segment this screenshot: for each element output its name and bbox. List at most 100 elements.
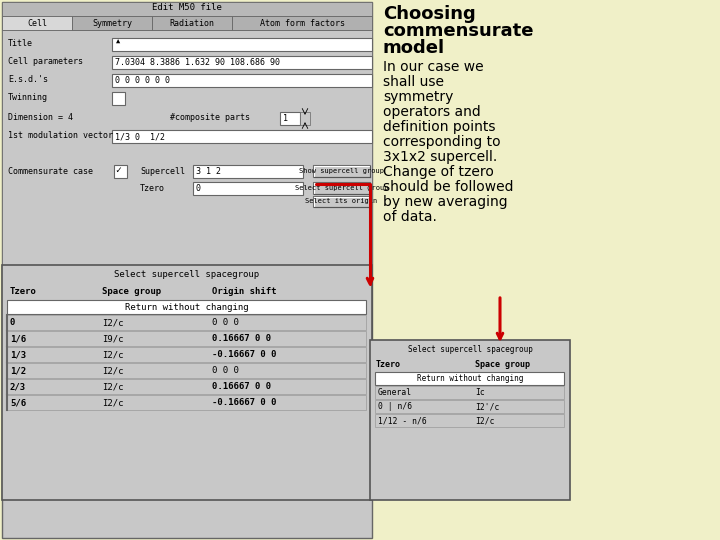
- Text: Select supercell spacegroup: Select supercell spacegroup: [114, 270, 260, 279]
- Text: Symmetry: Symmetry: [92, 18, 132, 28]
- Bar: [232, 16, 372, 30]
- Text: 3 1 2: 3 1 2: [196, 167, 221, 176]
- Bar: [112, 38, 372, 51]
- Text: #composite parts: #composite parts: [170, 113, 250, 122]
- Text: ▲: ▲: [116, 39, 120, 45]
- Text: 3x1x2 supercell.: 3x1x2 supercell.: [383, 150, 498, 164]
- Text: Twinning: Twinning: [8, 93, 48, 102]
- Text: Esc: Esc: [114, 480, 132, 490]
- Bar: [7, 347, 366, 362]
- Text: Commensurate case: Commensurate case: [8, 167, 93, 176]
- Bar: [114, 165, 127, 178]
- Text: Change of tzero: Change of tzero: [383, 165, 494, 179]
- Text: Edit M50 file: Edit M50 file: [152, 3, 222, 12]
- Text: Select supercell group: Select supercell group: [294, 185, 388, 191]
- Text: 7.0304 8.3886 1.632 90 108.686 90: 7.0304 8.3886 1.632 90 108.686 90: [115, 58, 280, 67]
- Text: I2/c: I2/c: [102, 398, 124, 407]
- Bar: [375, 372, 564, 385]
- Text: I2/c: I2/c: [102, 366, 124, 375]
- Bar: [370, 340, 570, 500]
- Text: 5/6: 5/6: [10, 398, 26, 407]
- Text: symmetry: symmetry: [383, 90, 454, 104]
- Text: Select supercell spacegroup: Select supercell spacegroup: [408, 345, 532, 354]
- Text: 1/12 - n/6: 1/12 - n/6: [378, 416, 427, 425]
- Bar: [112, 74, 372, 87]
- Text: corresponding to: corresponding to: [383, 135, 500, 149]
- Text: Return without changing: Return without changing: [417, 374, 523, 383]
- Text: 1/2: 1/2: [10, 366, 26, 375]
- Text: Ok: Ok: [472, 481, 483, 489]
- Text: In our case we: In our case we: [383, 60, 484, 74]
- Text: 1/6: 1/6: [10, 334, 26, 343]
- Bar: [193, 165, 303, 178]
- Text: Radiation: Radiation: [169, 18, 215, 28]
- Bar: [398, 478, 438, 492]
- Bar: [112, 56, 372, 69]
- Text: ✓: ✓: [115, 165, 121, 175]
- Bar: [280, 112, 300, 125]
- Bar: [313, 165, 370, 177]
- Text: Esc: Esc: [410, 481, 426, 489]
- Text: Choosing: Choosing: [383, 5, 476, 23]
- Text: Ic: Ic: [475, 388, 485, 397]
- Bar: [72, 16, 152, 30]
- Text: 0.16667 0 0: 0.16667 0 0: [212, 334, 271, 343]
- Text: Show supercell group: Show supercell group: [299, 168, 384, 174]
- Bar: [2, 2, 372, 538]
- Text: 0 0 0: 0 0 0: [212, 318, 239, 327]
- Bar: [300, 112, 310, 125]
- Text: 1/3 0  1/2: 1/3 0 1/2: [115, 132, 165, 141]
- Bar: [2, 30, 372, 280]
- Bar: [375, 386, 564, 399]
- Bar: [2, 16, 72, 30]
- Bar: [313, 196, 370, 207]
- Bar: [7, 315, 366, 330]
- Bar: [375, 414, 564, 427]
- Bar: [313, 182, 370, 194]
- Bar: [2, 265, 372, 500]
- Bar: [102, 478, 144, 492]
- Text: Cell parameters: Cell parameters: [8, 57, 83, 66]
- Text: -0.16667 0 0: -0.16667 0 0: [212, 398, 276, 407]
- Text: 0 0 0 0 0 0: 0 0 0 0 0 0: [115, 76, 170, 85]
- Bar: [7, 379, 366, 394]
- Text: I2/c: I2/c: [102, 350, 124, 359]
- Text: by new averaging: by new averaging: [383, 195, 508, 209]
- Text: 1st modulation vector: 1st modulation vector: [8, 131, 113, 140]
- Text: 0.16667 0 0: 0.16667 0 0: [212, 382, 271, 391]
- Text: -0.16667 0 0: -0.16667 0 0: [212, 350, 276, 359]
- Text: 0 0 0: 0 0 0: [212, 366, 239, 375]
- Bar: [112, 92, 125, 105]
- Text: operators and: operators and: [383, 105, 481, 119]
- Text: Space group: Space group: [475, 360, 530, 369]
- Text: I2/c: I2/c: [102, 382, 124, 391]
- Bar: [193, 182, 303, 195]
- Text: definition points: definition points: [383, 120, 495, 134]
- Text: Space group: Space group: [102, 287, 161, 296]
- Bar: [2, 2, 372, 16]
- Text: E.s.d.'s: E.s.d.'s: [8, 75, 48, 84]
- Text: 0: 0: [196, 184, 201, 193]
- Text: 0: 0: [10, 318, 15, 327]
- Text: Tzero: Tzero: [376, 360, 401, 369]
- Text: Select its origin: Select its origin: [305, 199, 377, 205]
- Text: Tzero: Tzero: [10, 287, 37, 296]
- Bar: [7, 331, 366, 346]
- Text: 2/3: 2/3: [10, 382, 26, 391]
- Bar: [7, 363, 366, 378]
- Text: General: General: [378, 388, 412, 397]
- Text: Supercell: Supercell: [140, 167, 185, 176]
- Text: 0 | n/6: 0 | n/6: [378, 402, 412, 411]
- Text: I9/c: I9/c: [102, 334, 124, 343]
- Text: of data.: of data.: [383, 210, 437, 224]
- Bar: [159, 478, 201, 492]
- Text: Return without changing: Return without changing: [125, 303, 249, 312]
- Text: Atom form factors: Atom form factors: [259, 18, 344, 28]
- Text: Tzero: Tzero: [140, 184, 165, 193]
- Text: Dimension = 4: Dimension = 4: [8, 113, 73, 122]
- Text: Ok: Ok: [174, 480, 186, 490]
- Text: I2/c: I2/c: [475, 416, 495, 425]
- Bar: [112, 130, 372, 143]
- Text: should be followed: should be followed: [383, 180, 513, 194]
- Text: Cell: Cell: [27, 18, 47, 28]
